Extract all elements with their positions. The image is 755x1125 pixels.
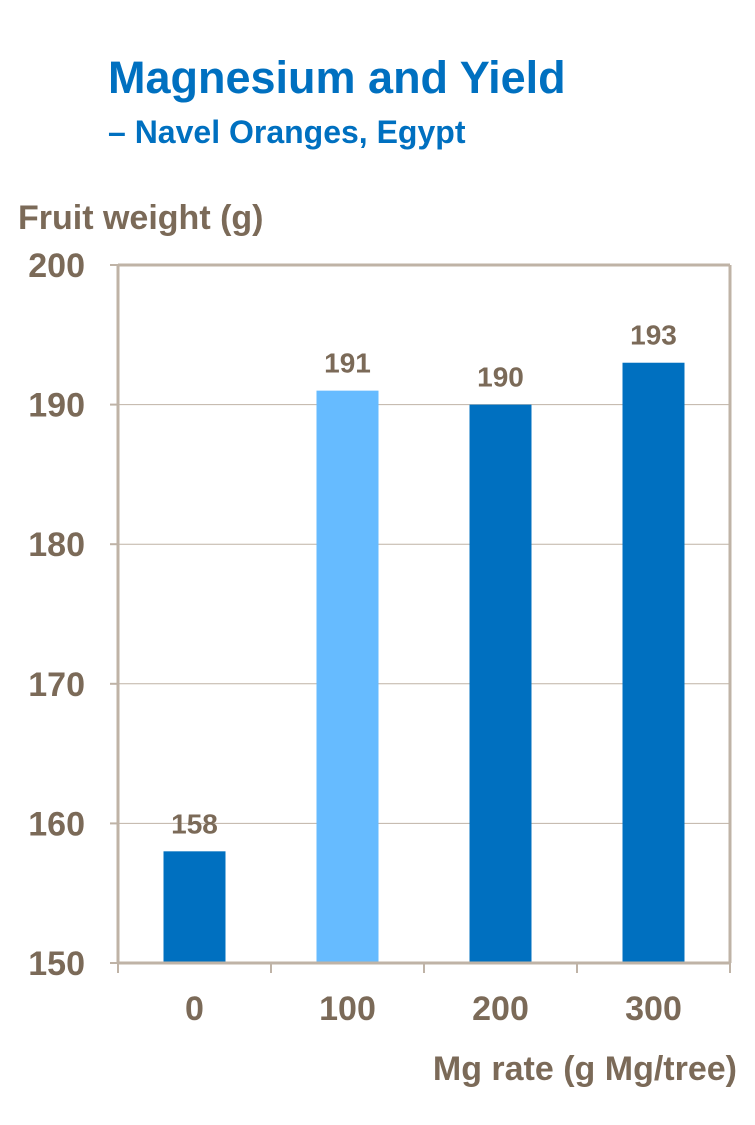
bar bbox=[163, 851, 226, 963]
y-tick-label: 180 bbox=[28, 526, 85, 564]
x-tick-label: 200 bbox=[472, 990, 529, 1028]
y-tick-label: 200 bbox=[28, 247, 85, 285]
bar bbox=[622, 362, 685, 964]
chart-title: Magnesium and Yield bbox=[108, 52, 566, 103]
data-label: 158 bbox=[171, 808, 218, 839]
x-tick-label: 300 bbox=[625, 990, 682, 1028]
x-tick-label: 100 bbox=[319, 990, 376, 1028]
data-label: 193 bbox=[630, 320, 677, 351]
y-axis-title: Fruit weight (g) bbox=[18, 199, 264, 237]
y-tick-label: 190 bbox=[28, 387, 85, 425]
data-label: 191 bbox=[324, 348, 371, 379]
x-axis-title: Mg rate (g Mg/tree) bbox=[433, 1050, 737, 1088]
bar bbox=[316, 390, 379, 963]
data-label: 190 bbox=[477, 362, 524, 393]
y-tick-label: 150 bbox=[28, 945, 85, 983]
x-tick-label: 0 bbox=[185, 990, 204, 1028]
y-tick-label: 160 bbox=[28, 805, 85, 843]
bar bbox=[469, 404, 532, 964]
chart-subtitle: – Navel Oranges, Egypt bbox=[108, 114, 466, 150]
y-tick-label: 170 bbox=[28, 666, 85, 704]
